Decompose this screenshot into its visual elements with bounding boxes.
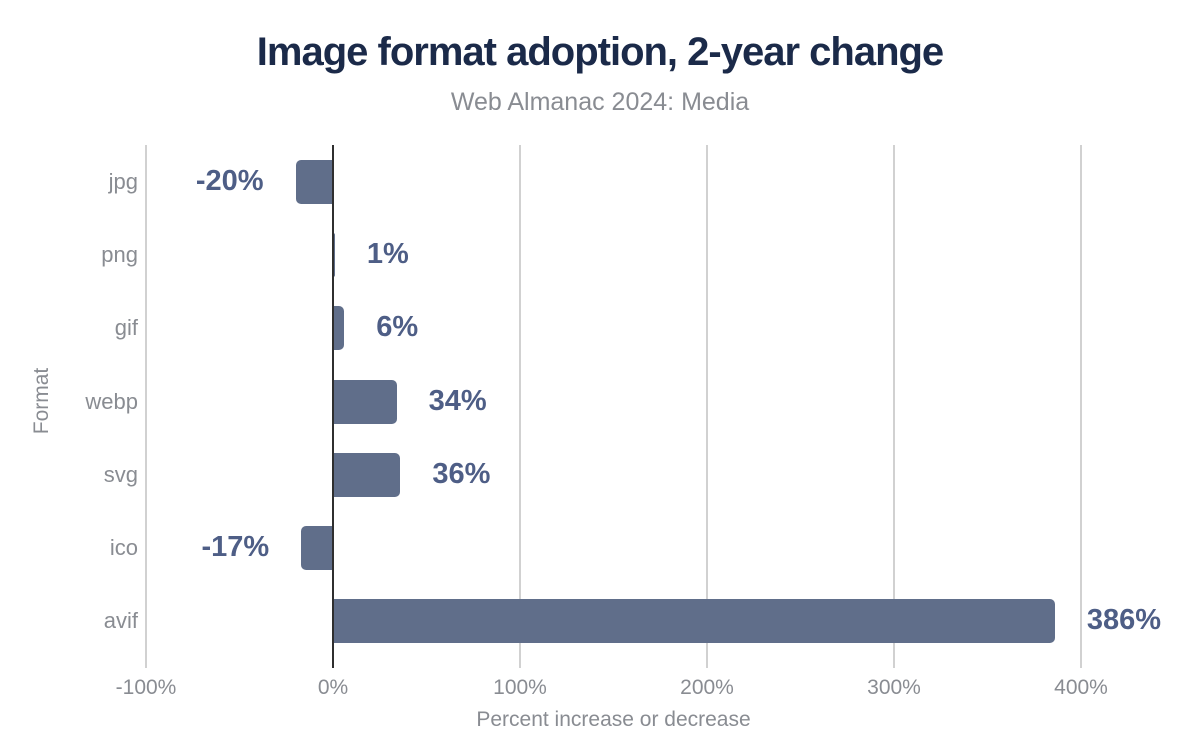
bar-webp <box>333 379 397 424</box>
chart-subtitle: Web Almanac 2024: Media <box>450 88 750 116</box>
bar-gif <box>333 306 345 351</box>
category-label-svg: svg <box>103 461 138 487</box>
category-label-webp: webp <box>85 388 138 414</box>
x-tick-label: 300% <box>867 676 921 699</box>
gridline-300% <box>893 145 895 668</box>
value-label-svg: 36% <box>432 457 491 490</box>
x-axis-title: Percent increase or decrease <box>476 708 751 731</box>
category-label-avif: avif <box>103 608 138 634</box>
value-label-jpg: -20% <box>195 164 264 197</box>
x-tick-label: 400% <box>1054 676 1108 699</box>
bar-ico <box>301 526 333 571</box>
x-tick-label: -100% <box>115 676 177 699</box>
plot-area: -20% 1% 6% 34% 36% -17% 386% <box>145 145 1161 668</box>
gridline-100% <box>519 145 521 668</box>
x-tick-label: 0% <box>317 676 349 699</box>
bar-svg <box>333 452 401 497</box>
category-label-gif: gif <box>114 315 138 341</box>
category-label-jpg: jpg <box>108 168 138 194</box>
gridline-400% <box>1080 145 1082 668</box>
gridline-200% <box>706 145 708 668</box>
zero-baseline <box>332 145 334 668</box>
x-tick-label: 100% <box>493 676 547 699</box>
category-label-png: png <box>101 241 138 267</box>
chart-title: Image format adoption, 2-year change <box>256 30 944 74</box>
value-label-ico: -17% <box>201 530 270 563</box>
bar-jpg <box>295 159 333 204</box>
value-label-webp: 34% <box>428 384 487 417</box>
y-axis-title: Format <box>30 367 53 435</box>
value-label-gif: 6% <box>376 311 419 344</box>
gridline--100% <box>145 145 147 668</box>
category-label-ico: ico <box>109 535 138 561</box>
bar-avif <box>333 599 1055 644</box>
value-label-avif: 386% <box>1086 604 1161 637</box>
value-label-png: 1% <box>366 237 409 270</box>
x-tick-label: 200% <box>680 676 734 699</box>
